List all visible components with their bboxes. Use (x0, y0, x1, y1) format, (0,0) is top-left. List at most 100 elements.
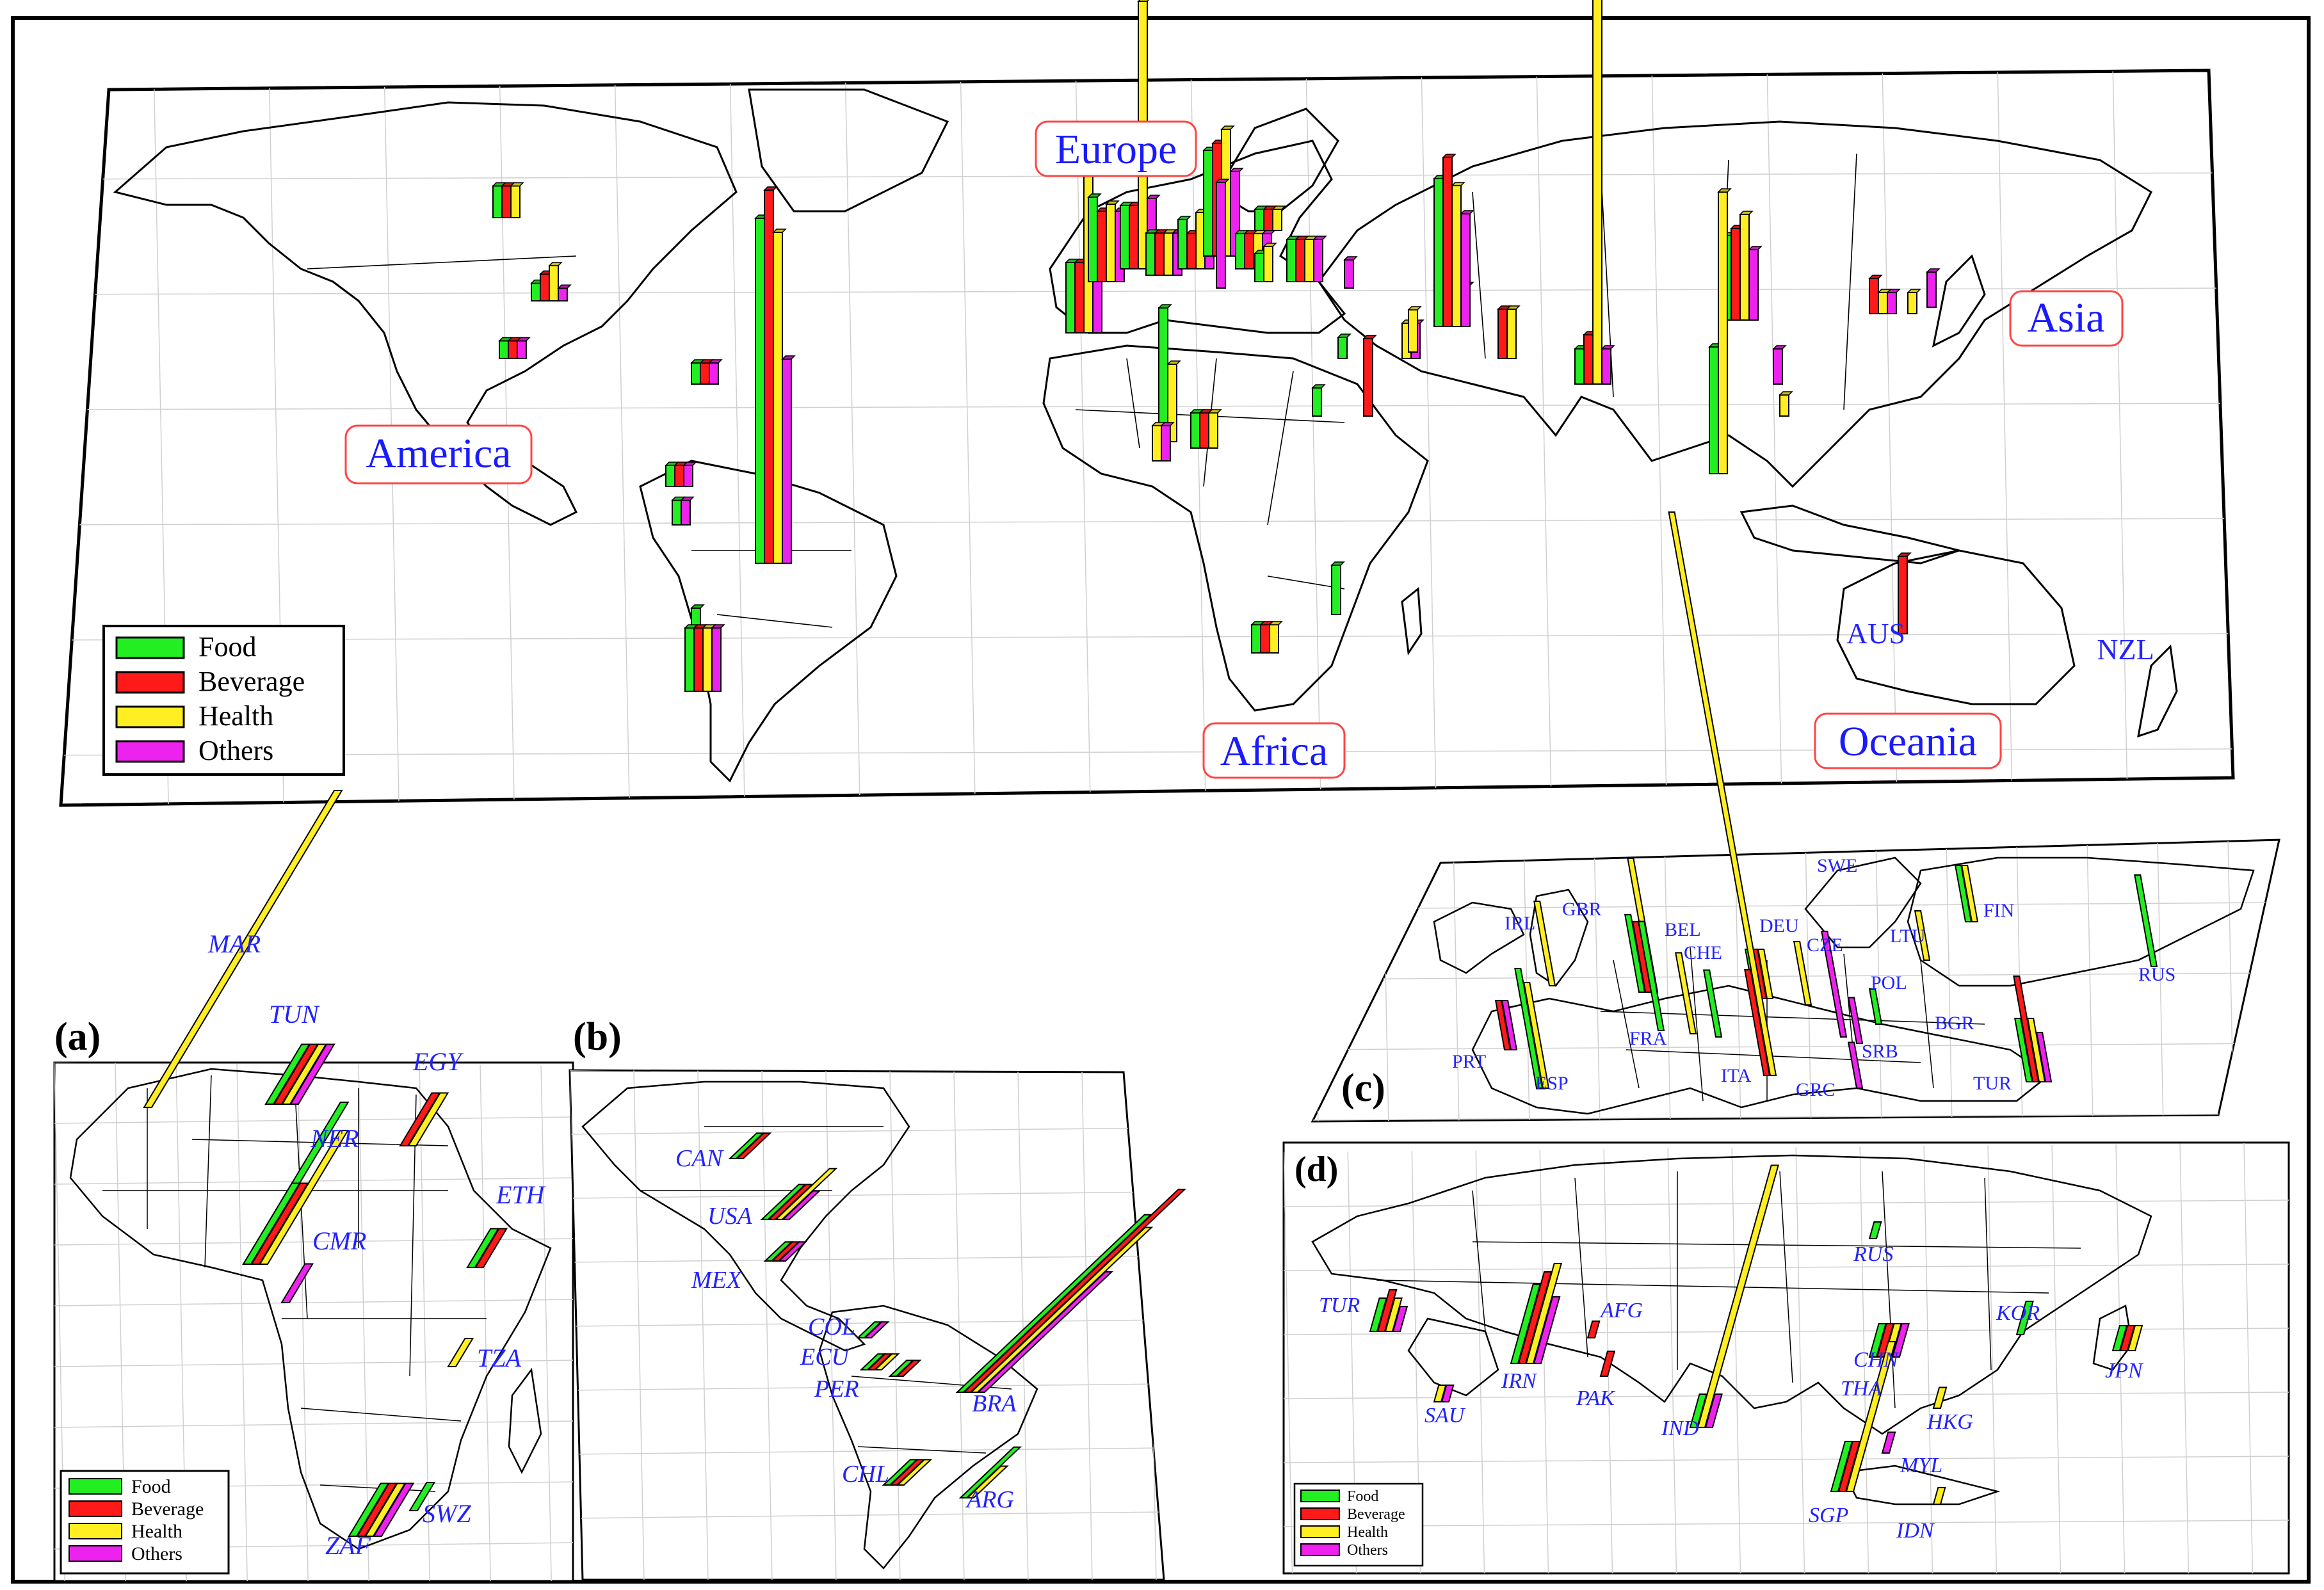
legend-label-beverage: Beverage (198, 666, 305, 697)
label-tur: TUR (1973, 1073, 2012, 1094)
label-tur-d: TUR (1319, 1294, 1360, 1317)
panel-d-frame (1282, 1141, 2290, 1575)
grid-line (844, 70, 860, 805)
grid-line (2112, 70, 2128, 805)
panel-c-bar-beverage-17 (2013, 976, 2040, 1082)
grid-line (825, 1070, 837, 1580)
panel-b-bar-others-1 (781, 1190, 821, 1220)
grid-line (1284, 1456, 2289, 1463)
grid-line (1475, 1143, 1485, 1573)
main-map-bars (492, 0, 1941, 692)
grid-line (570, 1383, 1164, 1391)
grid-line (1805, 840, 1812, 1121)
label-che: CHE (1684, 942, 1722, 963)
australia-outline (1836, 549, 2076, 705)
label-ita: ITA (1721, 1065, 1752, 1086)
main-bar-others-18 (1160, 422, 1175, 462)
grid-line (419, 1063, 430, 1581)
label-afg: AFG (1599, 1299, 1643, 1322)
grid-line (729, 70, 745, 805)
grid-line (1664, 840, 1671, 1121)
grid-line (1859, 1143, 1869, 1573)
main-bar-health-32 (1451, 182, 1465, 327)
main-bar-beverage-11 (1128, 202, 1143, 269)
panel-a-bar-others-6 (280, 1263, 314, 1303)
main-label-aus: AUS (1846, 617, 1905, 650)
legend-swatch-beverage (115, 671, 185, 694)
main-bar-beverage-43 (1897, 552, 1912, 634)
grid-line (570, 1319, 1164, 1327)
grid-line (1312, 1113, 2279, 1121)
grid-line (1312, 840, 1319, 1121)
main-bar-beverage-22 (1295, 236, 1309, 282)
grid-line (697, 1070, 709, 1580)
main-bar-others-2 (516, 337, 531, 359)
label-prt: PRT (1452, 1051, 1486, 1072)
label-sau: SAU (1424, 1404, 1466, 1427)
panel-a-bar-others-1 (289, 1043, 335, 1105)
main-legend: Food Beverage Health Others (102, 625, 345, 776)
panel-c-bar-health-14 (1523, 982, 1550, 1089)
grid-line (614, 70, 630, 805)
panel-c-bar-health-17 (2026, 1018, 2046, 1082)
main-label-nzl: NZL (2097, 633, 2154, 666)
grid-line (1421, 70, 1437, 805)
panel-a-bar-others-9 (373, 1482, 415, 1537)
label-swe: SWE (1817, 855, 1857, 876)
label-irl: IRL (1505, 913, 1535, 934)
main-bar-food-8 (684, 624, 698, 692)
label-fin: FIN (1983, 900, 2014, 921)
grid-line (236, 1063, 248, 1581)
label-tza: TZA (477, 1344, 521, 1372)
label-swz: SWZ (423, 1499, 471, 1528)
panel-d-bar-others-2 (1533, 1296, 1561, 1364)
main-bar-health-21 (1263, 243, 1277, 282)
legend-label-others: Others (198, 735, 273, 766)
panel-d-bar-others-1 (1392, 1306, 1408, 1332)
panel-d-bar-health-6 (1697, 1164, 1779, 1428)
grid-line (2051, 1143, 2062, 1573)
main-bar-health-34 (1592, 0, 1602, 385)
panel-c-bar-others-12 (1847, 997, 1864, 1044)
figure-border (11, 16, 2311, 1584)
main-bar-food-6 (754, 214, 769, 564)
panel-c-labels: SWE IRL GBR BEL DEU CZE LTU FIN RUS CHE … (1452, 855, 2175, 1100)
main-bar-others-25 (1343, 256, 1358, 289)
main-bar-beverage-26 (1362, 335, 1377, 417)
svg-text:Others: Others (1347, 1542, 1388, 1559)
main-bar-others-42 (1926, 268, 1941, 308)
label-pak: PAK (1576, 1386, 1616, 1410)
label-mex: MEX (691, 1267, 743, 1294)
region-label-asia: Asia (2009, 290, 2124, 347)
panel-a-labels: MAR TUN EGY NER ETH CMR TZA SWZ ZAF (207, 929, 546, 1560)
panel-d-bar-food-9 (2015, 1301, 2034, 1335)
label-esp: ESP (1535, 1073, 1569, 1094)
grid-line (54, 1360, 573, 1367)
svg-text:Asia: Asia (2028, 294, 2105, 341)
main-bar-others-1 (557, 284, 572, 302)
label-gbr: GBR (1562, 899, 1602, 920)
panel-a-letter: (a) (54, 1015, 101, 1059)
label-zaf: ZAF (325, 1531, 371, 1560)
main-bar-others-8 (711, 624, 725, 692)
svg-text:Food: Food (1347, 1488, 1378, 1505)
panel-d-letter: (d) (1295, 1150, 1338, 1189)
main-bar-food-23 (1311, 384, 1326, 417)
main-bar-others-20 (1215, 179, 1230, 289)
label-per: PER (814, 1376, 859, 1402)
panel-c-bar-others-16 (1847, 1041, 1864, 1089)
panel-b-bar-health-8 (965, 1465, 1009, 1498)
grid-line (2179, 1143, 2190, 1573)
label-rus: RUS (2138, 964, 2175, 985)
grid-line (1651, 70, 1667, 805)
grid-line (1795, 1143, 1805, 1573)
grid-line (61, 403, 2233, 410)
panel-c-bar-food-10 (1868, 988, 1883, 1025)
label-myl: MYL (1900, 1454, 1942, 1477)
grid-line (1539, 1143, 1549, 1573)
grid-line (54, 1116, 573, 1124)
region-label-america: America (344, 424, 533, 485)
label-pol: POL (1871, 972, 1907, 993)
grid-line (1312, 902, 2279, 910)
label-sgp: SGP (1809, 1504, 1848, 1527)
